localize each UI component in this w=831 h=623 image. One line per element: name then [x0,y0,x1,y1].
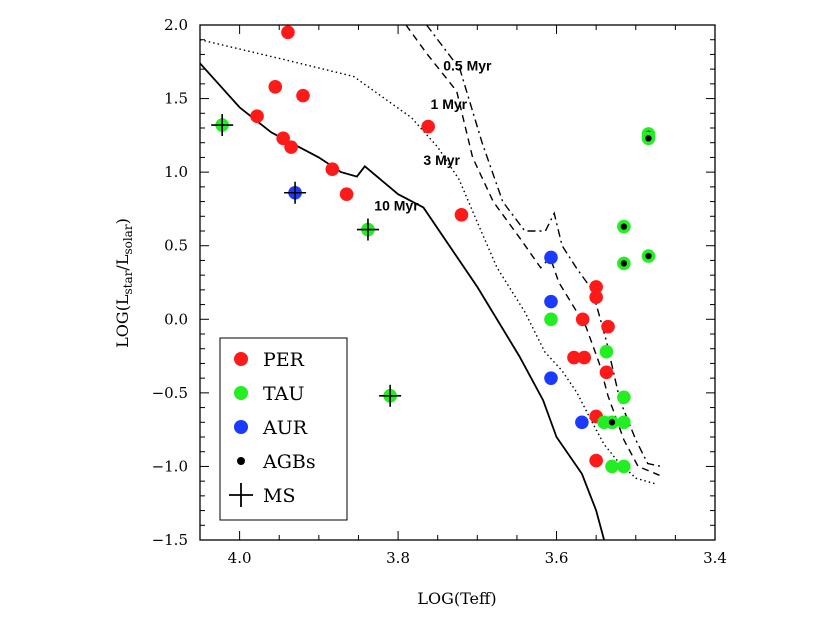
y-axis-title-main: LOG(L [113,294,132,348]
per-point [276,131,290,146]
y-tick-label: −0.5 [152,384,188,402]
isochrone-line-dotted [200,39,657,485]
axis-ticks [199,24,716,541]
tau-point [599,344,614,359]
x-axis-title: LOG(Teff) [417,589,496,608]
agb-point [620,260,628,267]
per-point [601,319,615,334]
isochrone-label: 10 Myr [374,197,419,213]
per-point [589,290,603,305]
data-point-layer [211,25,656,474]
per-point [577,350,592,365]
agb-point [645,135,652,142]
agb-point [620,223,628,230]
aur-point [575,415,589,430]
per-point [589,280,603,294]
isochrone-label: 1 Myr [431,96,468,112]
y-tick-label: −1.0 [152,457,188,475]
per-point [250,109,264,124]
agb-point [608,419,616,426]
tau-point [544,312,558,327]
legend-marker-agbs [237,457,245,465]
per-point [284,140,298,154]
x-tick-label: 3.6 [545,549,569,567]
aur-point [544,250,558,265]
plot-frame [199,24,716,541]
legend-label-aur: AUR [262,417,308,439]
legend-marker-per [234,352,248,366]
per-point [421,119,435,134]
y-axis-title: LOG(Lstar/Lsolar) [113,218,135,348]
per-point [281,25,295,40]
y-tick-label: 0.0 [164,310,188,328]
per-point [339,187,354,202]
per-point [454,208,469,222]
y-tick-label: 0.5 [164,237,188,255]
legend-label-per: PER [263,349,305,371]
y-axis-title-end: ) [113,218,132,224]
per-point [325,162,340,176]
y-tick-label: 1.5 [164,90,188,108]
tau-point [617,415,631,430]
per-point [589,453,603,468]
y-axis-title-sub-star: star [121,270,135,294]
per-point [296,88,310,103]
y-tick-label: 1.0 [164,163,188,181]
legend: PER TAU AUR AGBs MS [219,337,348,521]
x-tick-label: 3.8 [386,549,410,567]
aur-point [544,371,558,385]
y-axis-title-sub-solar: solar [121,224,135,254]
tau-point [605,459,619,474]
isochrone-line-dashed [405,25,660,476]
legend-marker-aur [234,420,248,434]
y-axis-title-mid: /L [113,254,132,270]
aur-point [544,294,558,309]
legend-label-tau: TAU [263,383,304,405]
legend-label-ms: MS [263,485,295,507]
isochrone-label: 0.5 Myr [443,58,492,74]
isochrone-label: 3 Myr [423,152,460,168]
per-point [268,80,283,94]
y-tick-label: −1.5 [152,531,188,549]
tau-point [617,390,631,405]
tau-point [617,459,631,474]
x-tick-label: 3.4 [703,549,727,567]
agb-point [645,252,652,260]
per-point [575,312,590,327]
legend-label-agbs: AGBs [262,451,316,473]
per-point [567,350,581,365]
legend-marker-tau [234,386,248,400]
y-tick-label: 2.0 [164,16,188,34]
per-point [599,365,614,380]
axis-labels: 4.0 3.8 3.6 3.4 2.0 1.5 1.0 0.5 0.0 −0.5 −1.0 −1.5 0… [152,16,727,567]
x-tick-label: 4.0 [228,549,252,567]
